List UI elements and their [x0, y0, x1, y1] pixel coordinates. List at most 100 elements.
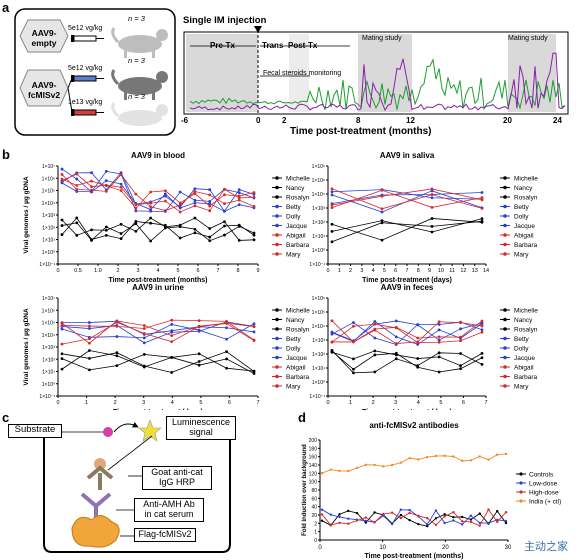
- plot-title: AAV9 in blood: [131, 151, 185, 160]
- legend-entry: Rosalyn: [514, 195, 538, 202]
- data-point: [417, 458, 420, 461]
- y-tick: 1×10⁵: [312, 310, 325, 316]
- series-line: [61, 321, 255, 345]
- data-point: [60, 167, 64, 171]
- data-point: [163, 209, 167, 212]
- timeline-chart: [183, 26, 569, 115]
- data-point: [364, 516, 368, 519]
- plot-title: AAV9 in saliva: [380, 151, 435, 160]
- data-point: [170, 371, 174, 374]
- y-tick: 40: [311, 505, 317, 511]
- data-point: [329, 468, 332, 471]
- data-point: [373, 353, 377, 357]
- data-point: [355, 511, 359, 515]
- data-point: [434, 454, 438, 458]
- y-tick: 1×10²: [42, 225, 55, 231]
- series-line: [61, 173, 255, 213]
- data-point: [480, 356, 484, 360]
- data-point: [416, 357, 420, 360]
- x-tick: 1: [338, 268, 341, 274]
- y-tick: 1×10¹: [312, 366, 325, 372]
- data-point: [487, 521, 490, 525]
- x-tick: 3: [394, 400, 397, 406]
- y-tick: 1×10⁴: [312, 324, 325, 330]
- data-point: [459, 339, 462, 343]
- data-point: [452, 510, 455, 514]
- y-label: Viral genomes / µg gDNA: [23, 308, 30, 386]
- series-line: [321, 453, 507, 474]
- substrate-dot: [103, 427, 113, 437]
- y-tick: 200: [309, 438, 318, 444]
- data-point: [443, 513, 446, 516]
- mating-2: Mating study: [508, 35, 548, 42]
- data-point: [75, 190, 79, 193]
- data-point: [208, 202, 212, 206]
- data-point: [504, 511, 508, 514]
- watermark-logo: 主动之家: [524, 540, 568, 553]
- group-empty-label: AAV9- empty: [31, 28, 57, 48]
- data-point: [170, 323, 174, 326]
- data-point: [170, 356, 174, 359]
- data-point: [443, 515, 446, 518]
- data-point: [193, 187, 197, 191]
- series-line: [321, 509, 507, 526]
- data-point: [178, 203, 182, 207]
- series-line: [331, 350, 483, 374]
- y-tick: 1×10⁴: [312, 192, 325, 198]
- legend-entry: Nancy: [286, 185, 305, 192]
- data-point: [425, 516, 429, 520]
- y-tick: 2: [314, 521, 317, 527]
- y-tick: 20: [311, 513, 317, 519]
- panel-d-letter: d: [298, 410, 306, 425]
- data-point: [338, 513, 341, 516]
- data-point: [237, 203, 241, 207]
- x-tick: 7: [405, 268, 408, 274]
- amh-ab-box: Anti-AMH Ab in cat serum: [134, 498, 204, 522]
- data-point: [237, 198, 241, 202]
- tick-20: 20: [503, 116, 512, 125]
- data-point: [170, 340, 174, 344]
- data-point: [417, 514, 420, 518]
- data-point: [364, 463, 368, 467]
- injection-label: Single IM injection: [183, 15, 267, 26]
- data-point: [330, 240, 334, 244]
- legend-entry: Betty: [514, 204, 530, 211]
- data-point: [443, 521, 446, 525]
- y-tick: 1×10⁷: [42, 296, 55, 302]
- data-point: [373, 327, 377, 331]
- series-line: [61, 173, 255, 211]
- data-point: [134, 222, 138, 226]
- legend-entry: Betty: [514, 336, 530, 343]
- x-label: Time post-treatment (days): [362, 277, 452, 284]
- data-point: [134, 206, 138, 210]
- data-point: [134, 209, 138, 213]
- data-point: [193, 204, 197, 208]
- data-point: [430, 230, 434, 234]
- data-point: [459, 335, 462, 339]
- y-tick: 1×10⁰: [312, 380, 325, 386]
- series-line: [331, 218, 483, 233]
- data-point: [480, 217, 484, 221]
- data-point: [460, 523, 464, 526]
- data-point: [496, 509, 499, 513]
- plot-2: AAV9 in urine 1×10⁻¹ 1×10⁰ 1×10¹ 1×10² 1×10³ 1…: [23, 283, 310, 410]
- data-point: [380, 210, 384, 214]
- x-tick: 6: [394, 268, 397, 274]
- data-point: [443, 454, 446, 458]
- data-point: [380, 194, 384, 198]
- x-tick: 10: [379, 545, 386, 551]
- data-point: [330, 206, 334, 210]
- data-point: [347, 517, 350, 520]
- data-point: [252, 195, 256, 199]
- x-tick: 9: [256, 268, 259, 274]
- x-tick: 1: [349, 400, 352, 406]
- data-point: [60, 173, 64, 176]
- legend-entry: Nancy: [514, 317, 533, 324]
- data-point: [252, 372, 256, 375]
- data-point: [330, 203, 334, 207]
- y-tick: 1×10²: [312, 220, 325, 226]
- y-tick: 1×10¹: [42, 370, 55, 376]
- x-tick: 12: [460, 268, 466, 274]
- y-tick: 60: [311, 496, 317, 502]
- legend-entry: Abigail: [286, 233, 306, 240]
